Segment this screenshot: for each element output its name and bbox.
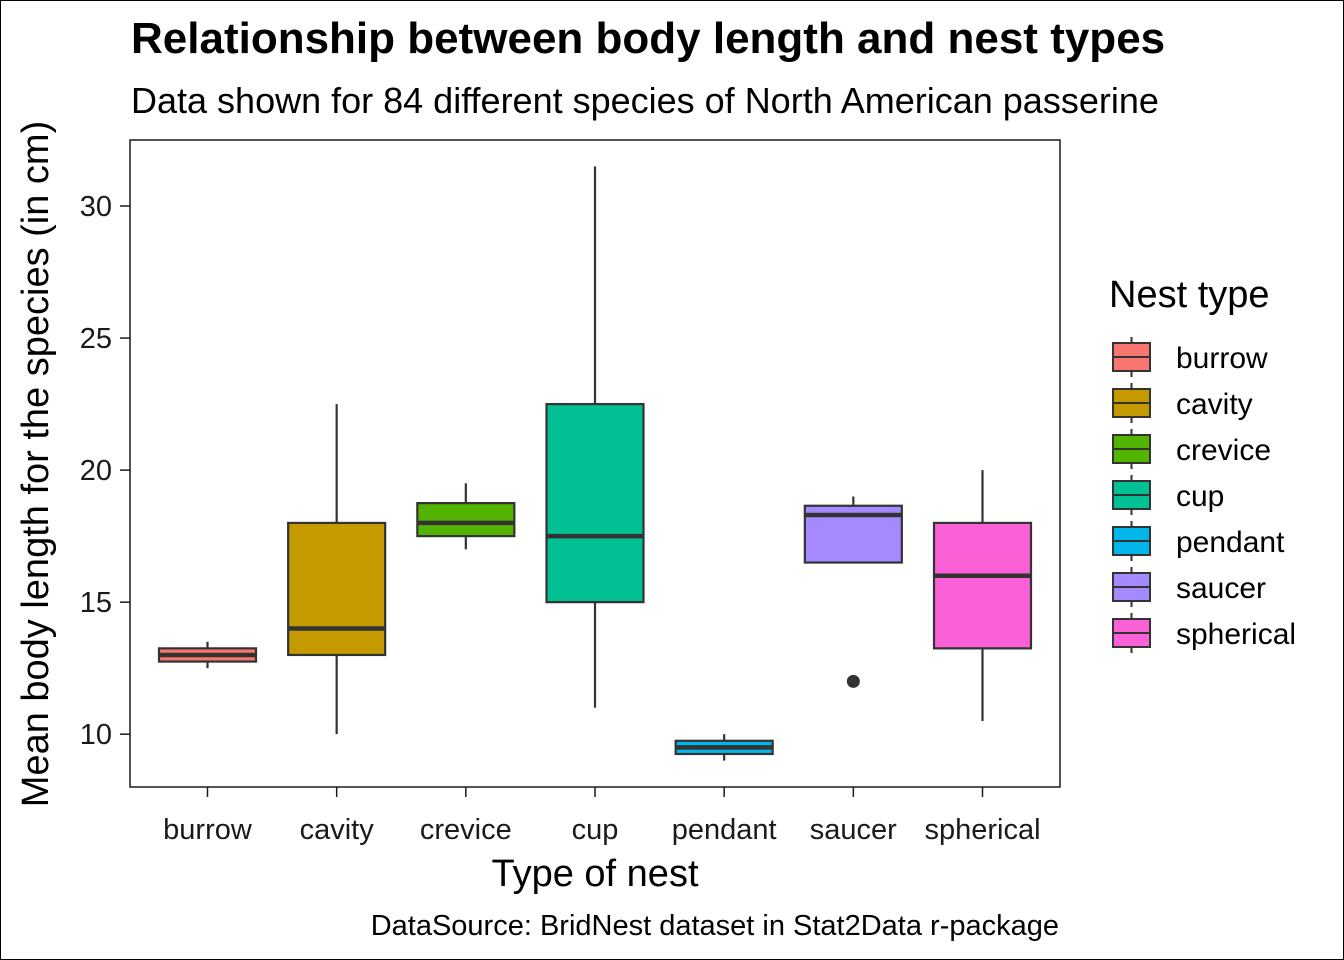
legend-item-spherical: spherical	[1112, 613, 1296, 653]
box-iqr	[416, 502, 516, 538]
legend-label: burrow	[1176, 342, 1268, 375]
legend-label: cavity	[1176, 388, 1253, 421]
box-saucer	[803, 496, 903, 688]
box-spherical	[932, 470, 1033, 721]
x-axis-title: Type of nest	[491, 853, 698, 895]
box-iqr	[287, 521, 387, 657]
x-tick-label: saucer	[810, 814, 897, 846]
x-axis: burrow cavity crevice cup pendant saucer spher…	[163, 787, 1041, 846]
box-burrow	[157, 641, 258, 669]
box-cavity	[287, 404, 387, 735]
box-cup	[545, 166, 645, 708]
box-pendant	[674, 734, 774, 761]
legend: burrow cavity crevice cup pendant saucer spher…	[1112, 337, 1296, 653]
y-tick-label: 25	[80, 323, 112, 355]
y-tick-label: 20	[80, 455, 112, 487]
legend-label: cup	[1176, 480, 1224, 513]
legend-item-saucer: saucer	[1112, 567, 1266, 607]
box-iqr	[932, 521, 1033, 650]
x-tick-label: cup	[572, 814, 619, 846]
y-tick-label: 30	[80, 191, 112, 223]
legend-title: Nest type	[1109, 274, 1270, 316]
boxplot-series	[157, 166, 1033, 761]
y-axis: 10 15 20 25 30	[80, 191, 130, 751]
legend-item-pendant: pendant	[1112, 521, 1285, 561]
legend-item-crevice: crevice	[1112, 429, 1271, 469]
chart-subtitle: Data shown for 84 different species of N…	[131, 80, 1159, 121]
box-crevice	[416, 483, 516, 550]
x-tick-label: burrow	[163, 814, 253, 846]
box-iqr	[545, 402, 645, 604]
y-tick-label: 15	[80, 587, 112, 619]
legend-label: crevice	[1176, 434, 1271, 467]
outlier-point	[846, 674, 860, 688]
y-tick-label: 10	[80, 719, 112, 751]
legend-label: spherical	[1176, 618, 1296, 651]
legend-item-cavity: cavity	[1112, 383, 1253, 423]
legend-item-cup: cup	[1112, 475, 1224, 515]
legend-label: saucer	[1176, 572, 1266, 605]
x-tick-label: crevice	[420, 814, 512, 846]
legend-item-burrow: burrow	[1112, 337, 1268, 377]
x-tick-label: spherical	[924, 814, 1040, 846]
x-tick-label: cavity	[300, 814, 375, 846]
chart-title: Relationship between body length and nes…	[131, 14, 1165, 63]
legend-label: pendant	[1176, 526, 1285, 559]
y-axis-title: Mean body length for the species (in cm)	[15, 121, 57, 807]
chart-caption: DataSource: BridNest dataset in Stat2Dat…	[371, 910, 1059, 942]
x-tick-label: pendant	[672, 814, 777, 846]
